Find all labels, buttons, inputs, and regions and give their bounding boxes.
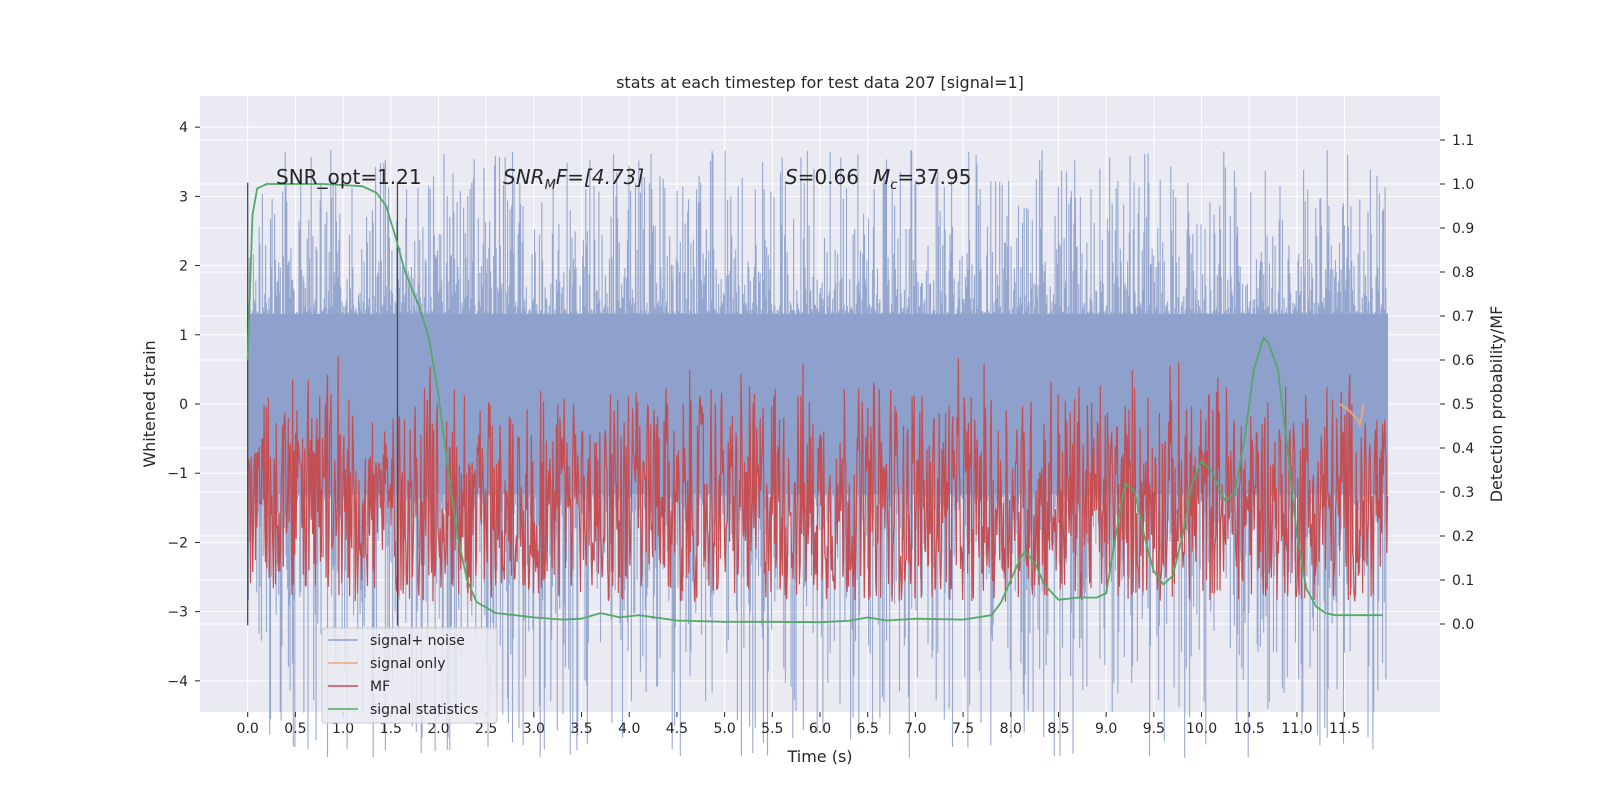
y-tick-label: −3 — [167, 605, 188, 621]
mf-trace — [247, 356, 1389, 602]
x-tick-label: 6.5 — [857, 721, 879, 737]
y2-tick-label: 0.7 — [1452, 309, 1474, 325]
x-tick-label: 5.0 — [713, 721, 735, 737]
y2-tick-label: 1.0 — [1452, 177, 1474, 193]
y-tick-label: −1 — [167, 466, 188, 482]
snr-mf-annotation: SNRMF=[4.73] — [503, 165, 644, 193]
x-tick-label: 3.5 — [570, 721, 592, 737]
x-tick-label: 4.5 — [666, 721, 688, 737]
y2-tick-label: 0.8 — [1452, 265, 1474, 281]
signal-only-series — [1339, 403, 1365, 428]
x-tick-label: 4.0 — [618, 721, 640, 737]
y2-tick-label: 0.5 — [1452, 397, 1474, 413]
x-axis-label: Time (s) — [786, 747, 852, 766]
y-tick-label: 4 — [179, 120, 188, 136]
snr-opt-annotation: SNR_opt=1.21 — [276, 165, 422, 189]
x-tick-label: 3.0 — [523, 721, 545, 737]
y2-tick-label: 0.6 — [1452, 353, 1474, 369]
vertical-markers — [247, 182, 399, 626]
x-tick-label: 9.0 — [1095, 721, 1117, 737]
x-tick-label: 7.5 — [952, 721, 974, 737]
y-tick-label: 2 — [179, 259, 188, 275]
ticks: 0.0 0.5 1.0 1.5 2.0 2.5 3.0 3.5 4.0 4.5 5.0 5.5 6.0 6… — [167, 120, 1474, 737]
y2-tick-label: 1.1 — [1452, 133, 1474, 149]
x-tick-label: 8.0 — [1000, 721, 1022, 737]
legend: signal+ noise signal only MF signal stat… — [321, 627, 498, 724]
y-tick-label: 0 — [179, 397, 188, 413]
x-tick-label: 6.0 — [809, 721, 831, 737]
x-tick-label: 10.0 — [1186, 721, 1217, 737]
legend-label-signal-noise: signal+ noise — [370, 633, 465, 649]
y2-tick-label: 0.2 — [1452, 529, 1474, 545]
y-tick-label: 1 — [179, 328, 188, 344]
y2-tick-label: 0.4 — [1452, 441, 1474, 457]
y2-tick-label: 0.1 — [1452, 573, 1474, 589]
y2-axis-label: Detection probability/MF — [1487, 306, 1506, 503]
y-axis-label: Whitened strain — [140, 340, 159, 467]
signal-only-trace — [1339, 403, 1365, 428]
y2-tick-label: 0.9 — [1452, 221, 1474, 237]
x-tick-label: 5.5 — [761, 721, 783, 737]
x-tick-label: 0.0 — [237, 721, 259, 737]
x-tick-label: 11.0 — [1281, 721, 1312, 737]
y2-tick-label: 0.3 — [1452, 485, 1474, 501]
x-tick-label: 2.0 — [427, 721, 449, 737]
legend-label-signal-only: signal only — [370, 656, 445, 672]
x-tick-label: 11.5 — [1329, 721, 1360, 737]
x-tick-label: 0.5 — [284, 721, 306, 737]
y2-tick-label: 0.0 — [1452, 617, 1474, 633]
x-tick-label: 10.5 — [1234, 721, 1265, 737]
x-tick-label: 7.0 — [904, 721, 926, 737]
x-tick-label: 1.0 — [332, 721, 354, 737]
x-tick-label: 2.5 — [475, 721, 497, 737]
y-tick-label: −2 — [167, 535, 188, 551]
legend-label-signal-statistics: signal statistics — [370, 702, 478, 718]
signal-statistics-trace — [246, 183, 1383, 624]
signal-statistics-series — [246, 183, 1383, 624]
s-mc-annotation: S=0.66 Mc=37.95 — [785, 165, 971, 193]
x-tick-label: 8.5 — [1047, 721, 1069, 737]
x-tick-label: 9.5 — [1143, 721, 1165, 737]
y-tick-label: −4 — [167, 674, 188, 690]
chart-title: stats at each timestep for test data 207… — [616, 73, 1024, 92]
legend-box — [321, 627, 498, 724]
legend-label-mf: MF — [370, 679, 390, 695]
y-tick-label: 3 — [179, 189, 188, 205]
mf-series — [247, 356, 1389, 602]
x-tick-label: 1.5 — [380, 721, 402, 737]
